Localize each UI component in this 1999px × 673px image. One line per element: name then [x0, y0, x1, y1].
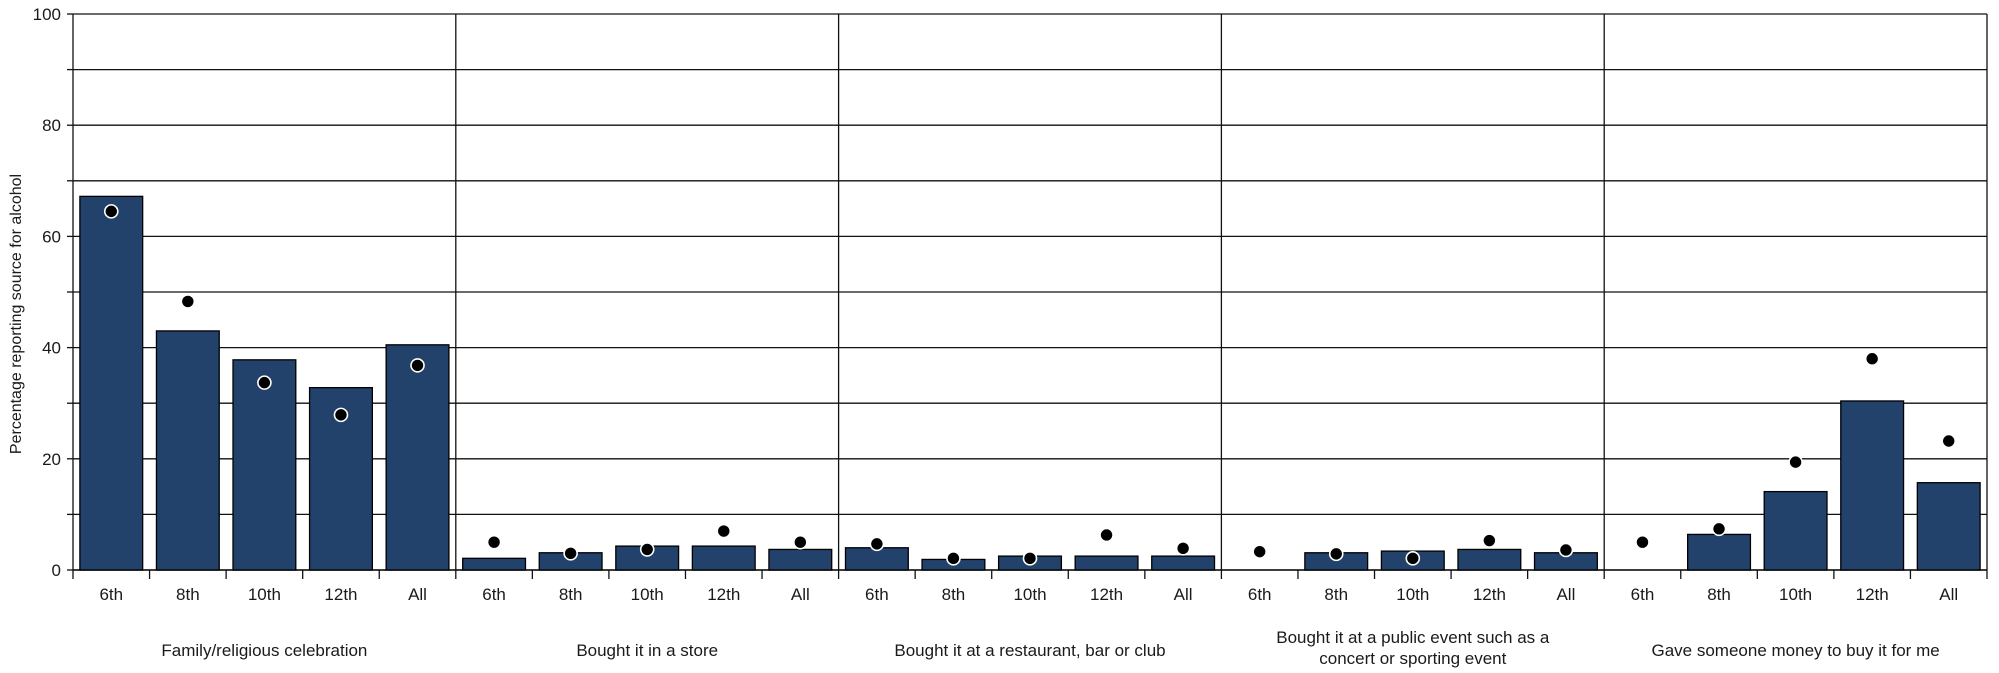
group-label: Bought it at a public event such as a: [1276, 628, 1550, 647]
x-tick-label: 8th: [559, 585, 583, 604]
bar: [462, 557, 527, 571]
marker-point: [563, 546, 578, 561]
x-tick-label: 8th: [942, 585, 966, 604]
marker-point: [333, 407, 349, 423]
marker-point: [1788, 454, 1803, 470]
bar: [232, 359, 297, 571]
marker-point: [410, 358, 425, 373]
marker-point: [1941, 433, 1957, 449]
x-tick-label: 6th: [865, 585, 889, 604]
group-label: Bought it at a restaurant, bar or club: [894, 641, 1165, 660]
x-tick-label: 6th: [1631, 585, 1655, 604]
bar: [1763, 490, 1828, 571]
y-tick-label: 20: [42, 450, 61, 469]
marker-point: [639, 542, 655, 557]
y-tick-label: 40: [42, 339, 61, 358]
bar: [1074, 555, 1139, 571]
marker-point: [1864, 351, 1880, 367]
x-tick-label: 10th: [248, 585, 281, 604]
x-tick-label: 8th: [176, 585, 200, 604]
x-tick-label: 8th: [1707, 585, 1731, 604]
x-tick-label: 12th: [1090, 585, 1123, 604]
y-tick-label: 100: [33, 5, 61, 24]
marker-point: [1328, 546, 1344, 562]
y-tick-label: 80: [42, 116, 61, 135]
marker-point: [793, 534, 808, 550]
x-tick-label: 8th: [1324, 585, 1348, 604]
bar: [1916, 482, 1981, 571]
x-tick-label: 6th: [1248, 585, 1272, 604]
group-label: concert or sporting event: [1319, 649, 1506, 668]
bar: [79, 195, 144, 571]
marker-point: [1482, 533, 1497, 548]
marker-point: [1558, 542, 1574, 558]
y-tick-label: 60: [42, 227, 61, 246]
bar: [691, 545, 756, 571]
x-tick-label: 12th: [1856, 585, 1889, 604]
x-tick-label: All: [791, 585, 810, 604]
x-tick-label: 6th: [482, 585, 506, 604]
marker-point: [716, 523, 732, 539]
x-tick-label: 12th: [324, 585, 357, 604]
marker-point: [1175, 541, 1191, 556]
marker-point: [869, 536, 885, 552]
marker-point: [257, 375, 272, 390]
x-tick-label: 10th: [1779, 585, 1812, 604]
x-tick-label: 6th: [99, 585, 123, 604]
x-tick-label: 10th: [1013, 585, 1046, 604]
x-tick-label: All: [1174, 585, 1193, 604]
x-tick-label: 10th: [631, 585, 664, 604]
marker-point: [1099, 527, 1114, 543]
y-axis-label: Percentage reporting source for alcohol: [8, 174, 25, 454]
x-tick-label: All: [1556, 585, 1575, 604]
bar: [1151, 555, 1216, 571]
x-tick-label: 12th: [707, 585, 740, 604]
x-tick-label: All: [408, 585, 427, 604]
group-label: Family/religious celebration: [161, 641, 367, 660]
bar: [1457, 548, 1522, 571]
marker-point: [486, 534, 502, 550]
bar: [155, 330, 220, 571]
marker-point: [1405, 551, 1421, 566]
bar: [768, 548, 833, 571]
x-tick-label: All: [1939, 585, 1958, 604]
marker-point: [1711, 521, 1727, 537]
x-tick-label: 12th: [1473, 585, 1506, 604]
bar: [1687, 533, 1752, 571]
marker-point: [1022, 551, 1038, 566]
x-tick-label: 10th: [1396, 585, 1429, 604]
marker-point: [103, 204, 119, 219]
marker-point: [1252, 544, 1267, 559]
marker-point: [1635, 534, 1650, 550]
y-tick-label: 0: [52, 561, 61, 580]
bar: [385, 344, 450, 571]
group-label: Bought it in a store: [576, 641, 718, 660]
bar: [1840, 400, 1905, 571]
marker-point: [946, 551, 961, 566]
group-label: Gave someone money to buy it for me: [1651, 641, 1939, 660]
marker-point: [180, 294, 196, 309]
